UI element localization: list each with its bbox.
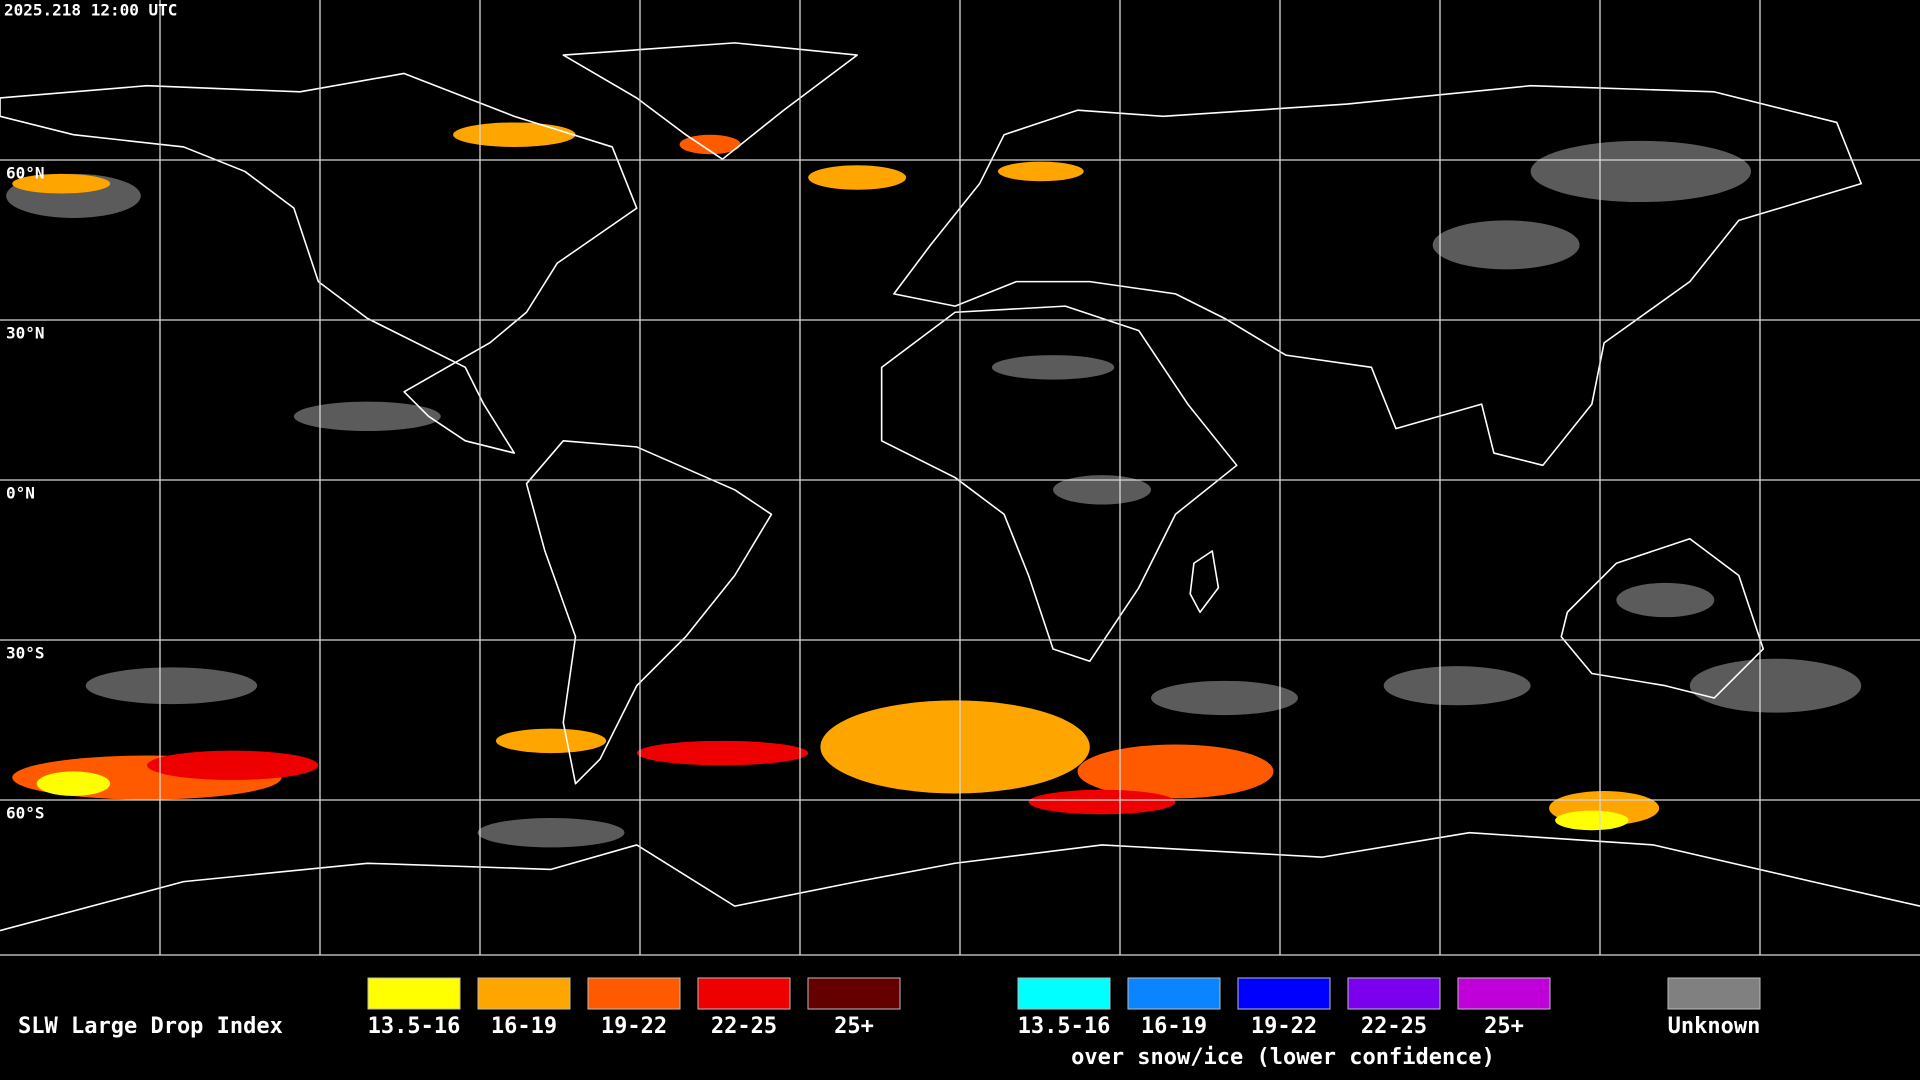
legend-swatch — [587, 977, 681, 1010]
legend-title: SLW Large Drop Index — [18, 1014, 283, 1039]
legend-swatch — [1347, 977, 1441, 1010]
latitude-label: 60°S — [6, 804, 45, 823]
latitude-label: 30°N — [6, 324, 45, 343]
graticule: 60°N 30°N 0°N 30°S 60°S — [0, 0, 1920, 956]
latitude-label: 30°S — [6, 644, 45, 663]
legend-label: 16-19 — [1141, 1014, 1207, 1039]
legend-swatch — [1667, 977, 1761, 1010]
legend-swatch — [1017, 977, 1111, 1010]
legend-swatch — [1127, 977, 1221, 1010]
legend-label: Unknown — [1668, 1014, 1761, 1039]
legend-label: 22-25 — [711, 1014, 777, 1039]
legend-swatch — [697, 977, 791, 1010]
legend-swatch — [807, 977, 901, 1010]
legend-swatch — [1457, 977, 1551, 1010]
legend: SLW Large Drop Index 13.5-16 16-19 19-22 22-… — [18, 977, 1761, 1070]
legend-swatch — [477, 977, 571, 1010]
legend-label: 25+ — [1484, 1014, 1524, 1039]
timestamp: 2025.218 12:00 UTC — [4, 1, 177, 20]
legend-swatch — [1237, 977, 1331, 1010]
legend-label: 13.5-16 — [1018, 1014, 1111, 1039]
legend-label: 16-19 — [491, 1014, 557, 1039]
legend-label: 25+ — [834, 1014, 874, 1039]
legend-label: 19-22 — [601, 1014, 667, 1039]
legend-label: 22-25 — [1361, 1014, 1427, 1039]
world-map — [0, 42, 1920, 932]
legend-swatch — [367, 977, 461, 1010]
large-drop-patches — [12, 122, 1660, 831]
legend-label: 13.5-16 — [368, 1014, 461, 1039]
latitude-label: 0°N — [6, 484, 35, 503]
latitude-label: 60°N — [6, 164, 45, 183]
legend-label: 19-22 — [1251, 1014, 1317, 1039]
snow-ice-note: over snow/ice (lower confidence) — [1071, 1045, 1495, 1070]
unknown-patches — [6, 140, 1862, 848]
coastlines — [0, 42, 1920, 932]
